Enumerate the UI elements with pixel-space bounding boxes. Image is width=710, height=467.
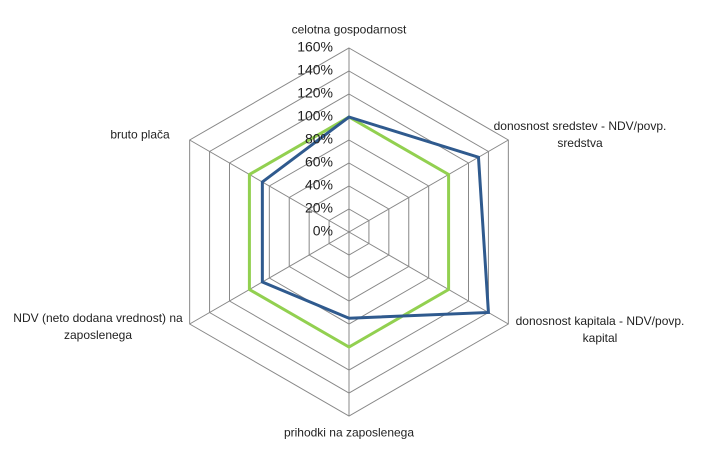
grid-ring: [228, 93, 470, 371]
grid-ring: [288, 162, 410, 302]
y-tick-label: 0%: [313, 223, 333, 239]
grid-ring: [268, 139, 430, 325]
y-tick-label: 160%: [297, 39, 333, 55]
grid-ring: [209, 70, 489, 394]
grid-ring: [189, 47, 509, 417]
category-label: celotna gospodarnost: [291, 22, 407, 37]
y-tick-label: 80%: [305, 131, 333, 147]
series-line: [247, 115, 451, 349]
y-tick-label: 60%: [305, 154, 333, 170]
category-label: donosnost sredstev - NDV/povp. sredstva: [493, 119, 667, 150]
series-line: [260, 115, 491, 320]
y-tick-label: 20%: [305, 200, 333, 216]
y-tick-label: 140%: [297, 62, 333, 78]
category-label: prihodki na zaposlenega: [283, 425, 415, 440]
category-label: donosnost kapitala - NDV/povp. kapital: [515, 314, 685, 345]
grid-ring: [308, 185, 390, 279]
y-tick-label: 100%: [297, 108, 333, 124]
y-tick-label: 120%: [297, 85, 333, 101]
category-label: NDV (neto dodana vrednost) na zaposleneg…: [13, 311, 183, 342]
category-label: bruto plača: [110, 127, 170, 142]
grid-ring: [328, 208, 370, 256]
y-tick-label: 40%: [305, 177, 333, 193]
